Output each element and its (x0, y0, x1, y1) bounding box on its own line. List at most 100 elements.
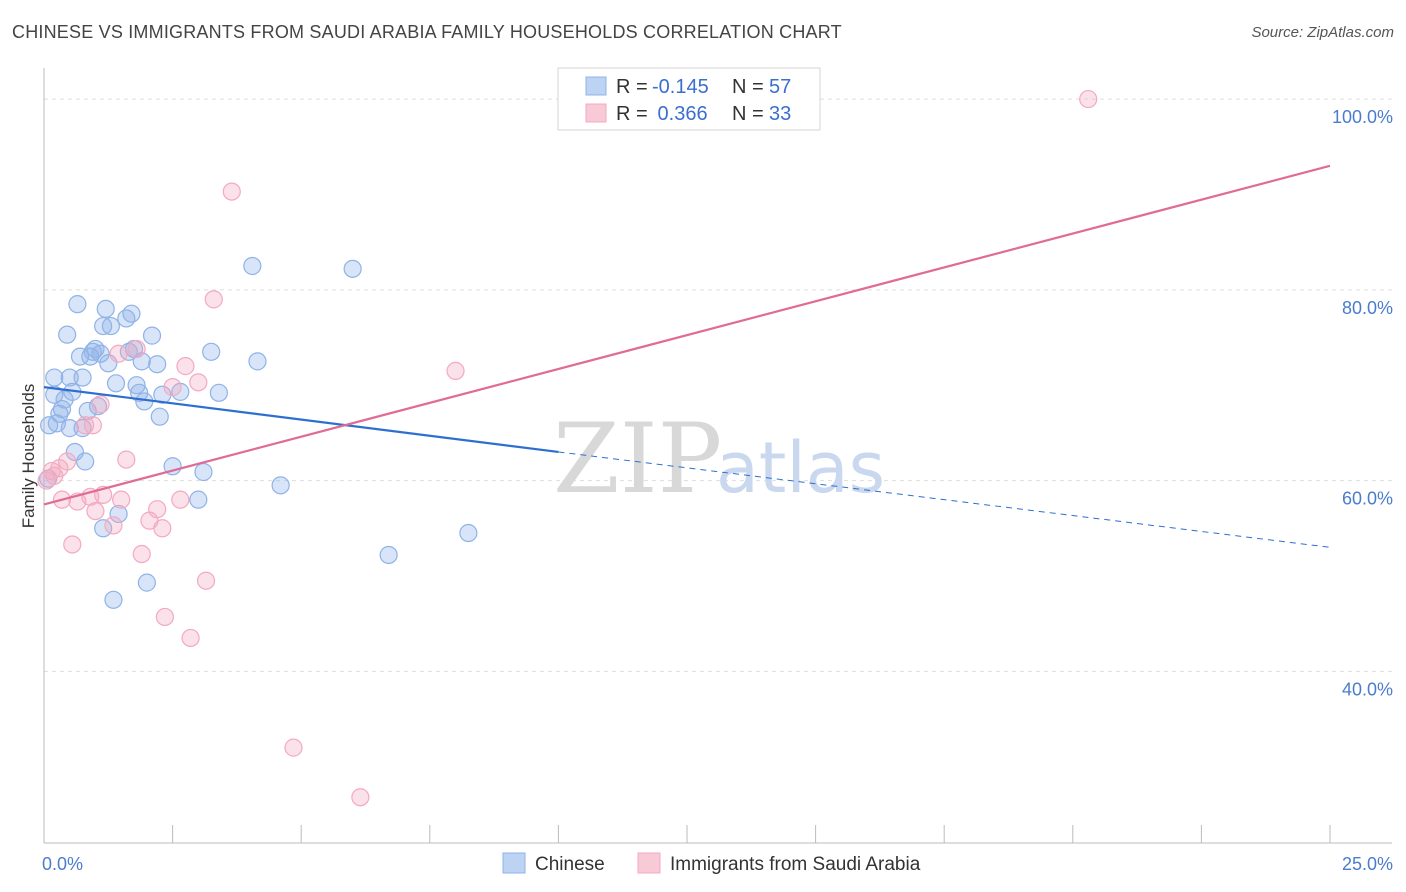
point-chinese-21 (88, 397, 108, 416)
legend-swatch-saudi (585, 103, 607, 123)
point-chinese-52 (379, 545, 398, 565)
legend-r-value-1: -0.145 (652, 76, 709, 98)
point-chinese-45 (194, 462, 213, 482)
tick-labels: 40.0% 60.0% 80.0% 100.0% 0.0% 25.0% (42, 107, 1393, 874)
point-chinese-51 (343, 259, 362, 278)
legend-box: R = -0.145 N = 57 R = 0.366 N = 33 (557, 67, 821, 131)
bottom-legend-swatch-saudi (637, 852, 661, 874)
legend-swatch-chinese (585, 76, 607, 96)
point-saudi-8 (76, 416, 95, 435)
chart-title: CHINESE VS IMMIGRANTS FROM SAUDI ARABIA … (12, 22, 842, 42)
point-chinese-4 (50, 404, 69, 423)
trend-lines (43, 164, 1331, 548)
point-saudi-30 (204, 290, 223, 309)
point-saudi-31 (222, 182, 241, 201)
point-saudi-18 (127, 339, 146, 359)
point-chinese-56 (189, 490, 208, 509)
point-chinese-38 (137, 573, 156, 592)
point-chinese-29 (106, 374, 126, 393)
legend-r-label-2: R = (616, 103, 648, 125)
point-saudi-6 (63, 535, 82, 554)
point-chinese-6 (55, 390, 74, 409)
point-saudi-19 (132, 544, 151, 564)
legend-n-label-1: N = (732, 76, 764, 98)
y-tick-label-3: 100.0% (1332, 107, 1393, 127)
x-tick-label-1: 25.0% (1342, 854, 1393, 874)
point-saudi-23 (155, 607, 174, 627)
axes (43, 68, 1392, 844)
point-saudi-35 (1079, 89, 1098, 109)
watermark-zip: ZIP (553, 403, 722, 515)
x-tick-label-0: 0.0% (42, 854, 83, 874)
point-chinese-42 (153, 385, 172, 404)
bottom-legend-saudi: Immigrants from Saudi Arabia (670, 854, 921, 875)
point-saudi-28 (189, 373, 208, 392)
point-saudi-33 (351, 788, 370, 807)
trend-line-chinese-extrapolated (558, 451, 1331, 548)
point-saudi-25 (171, 490, 190, 509)
bottom-legend-swatch-chinese (502, 852, 526, 874)
point-chinese-14 (73, 368, 92, 387)
point-saudi-10 (83, 416, 102, 435)
watermark-atlas: atlas (716, 427, 885, 509)
point-chinese-23 (94, 519, 113, 538)
point-saudi-14 (104, 516, 123, 535)
point-chinese-22 (91, 344, 110, 363)
bottom-legend-chinese: Chinese (535, 854, 605, 875)
legend-n-value-2: 33 (769, 103, 791, 125)
legend-r-label-1: R = (616, 76, 648, 98)
gridlines (44, 98, 1392, 672)
point-chinese-7 (58, 325, 77, 344)
point-saudi-12 (91, 395, 110, 414)
y-axis-label: Family Households (19, 384, 38, 529)
point-chinese-47 (209, 383, 228, 402)
point-chinese-16 (76, 452, 95, 471)
trend-line-saudi (43, 164, 1331, 506)
watermark: ZIP atlas (553, 403, 885, 515)
point-chinese-30 (109, 504, 128, 524)
point-chinese-39 (142, 326, 162, 345)
y-tick-label-1: 60.0% (1342, 489, 1393, 509)
data-points (37, 89, 1098, 807)
point-saudi-29 (196, 571, 216, 590)
point-saudi-27 (181, 628, 200, 648)
point-saudi-11 (86, 501, 105, 521)
point-chinese-27 (101, 316, 120, 336)
point-chinese-2 (45, 385, 64, 404)
point-chinese-48 (243, 256, 262, 276)
point-chinese-25 (96, 299, 115, 318)
point-saudi-24 (163, 378, 182, 397)
point-chinese-53 (459, 523, 478, 543)
point-saudi-16 (112, 490, 131, 509)
point-chinese-1 (45, 368, 64, 387)
y-tick-label-0: 40.0% (1342, 679, 1393, 699)
point-saudi-26 (176, 357, 195, 376)
legend-r-value-2: 0.366 (652, 103, 708, 125)
point-chinese-46 (202, 342, 221, 361)
point-saudi-34 (446, 361, 465, 380)
point-saudi-5 (58, 452, 77, 471)
bottom-legend: Chinese Immigrants from Saudi Arabia (502, 852, 921, 875)
legend-n-label-2: N = (732, 103, 764, 125)
point-saudi-17 (117, 450, 136, 469)
point-saudi-15 (109, 344, 128, 363)
point-saudi-32 (284, 738, 303, 757)
legend-n-value-1: 57 (769, 76, 791, 98)
point-chinese-50 (271, 476, 290, 495)
point-saudi-22 (153, 519, 172, 538)
point-chinese-33 (122, 304, 141, 323)
y-tick-label-2: 80.0% (1342, 298, 1393, 318)
point-chinese-55 (127, 376, 146, 395)
chart-source: Source: ZipAtlas.com (1251, 24, 1394, 41)
point-chinese-49 (248, 352, 267, 371)
point-chinese-41 (150, 407, 169, 426)
point-chinese-40 (148, 355, 167, 374)
point-saudi-21 (148, 500, 167, 519)
point-chinese-15 (73, 419, 92, 438)
trend-line-chinese (43, 386, 559, 454)
point-chinese-9 (60, 419, 79, 438)
point-chinese-12 (68, 295, 87, 314)
point-chinese-28 (104, 590, 123, 609)
point-chinese-8 (60, 368, 79, 387)
